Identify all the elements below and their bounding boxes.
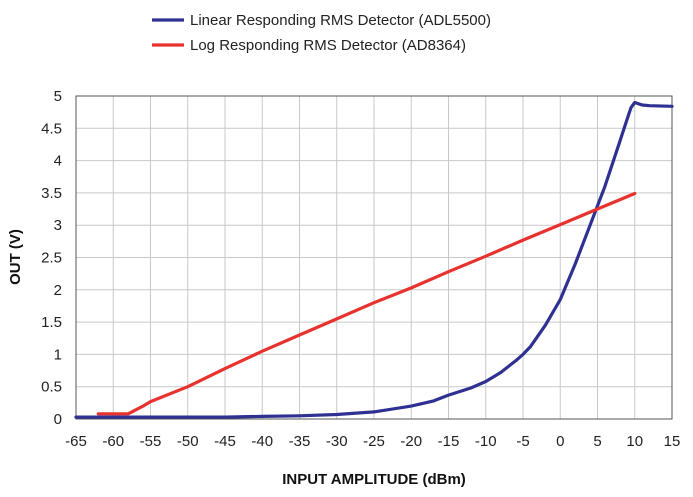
x-tick-label: -25 <box>363 433 385 450</box>
legend: Linear Responding RMS Detector (ADL5500)… <box>152 12 491 54</box>
x-tick-label: -5 <box>516 433 529 450</box>
x-tick-label: -30 <box>326 433 348 450</box>
series-line-adl5500 <box>74 100 674 419</box>
x-tick-label: 15 <box>664 433 681 450</box>
x-tick-label: -40 <box>251 433 273 450</box>
y-tick-label: 1.5 <box>41 314 62 331</box>
series-lines <box>74 100 674 419</box>
x-tick-label: -15 <box>438 433 460 450</box>
y-tick-label: 5 <box>54 88 62 105</box>
y-tick-label: 4.5 <box>41 120 62 137</box>
y-axis-title: OUT (V) <box>7 229 24 285</box>
y-tick-label: 4 <box>54 153 62 170</box>
y-tick-label: 0 <box>54 411 62 428</box>
x-tick-label: -60 <box>102 433 124 450</box>
gridlines <box>75 95 673 420</box>
y-tick-label: 0.5 <box>41 379 62 396</box>
y-tick-label: 1 <box>54 346 62 363</box>
y-tick-labels: 0 0.5 1 1.5 2 2.5 3 3.5 4 4.5 5 <box>41 88 62 428</box>
x-tick-label: -10 <box>475 433 497 450</box>
x-tick-label: -35 <box>289 433 311 450</box>
x-tick-label: 10 <box>626 433 643 450</box>
legend-label: Linear Responding RMS Detector (ADL5500) <box>190 12 491 29</box>
y-tick-label: 2 <box>54 282 62 299</box>
x-tick-label: -65 <box>65 433 87 450</box>
x-tick-labels: -65 -60 -55 -50 -45 -40 -35 -30 -25 -20 -15 -10 -5 0 5… <box>65 433 680 450</box>
x-tick-label: -50 <box>177 433 199 450</box>
x-axis-title: INPUT AMPLITUDE (dBm) <box>282 471 466 488</box>
x-tick-label: 5 <box>593 433 601 450</box>
series-line-ad8364 <box>96 191 637 416</box>
x-tick-label: 0 <box>556 433 564 450</box>
x-tick-label: -20 <box>400 433 422 450</box>
legend-label: Log Responding RMS Detector (AD8364) <box>190 37 466 54</box>
x-tick-label: -55 <box>140 433 162 450</box>
y-tick-label: 2.5 <box>41 250 62 267</box>
y-tick-label: 3.5 <box>41 185 62 202</box>
y-tick-label: 3 <box>54 217 62 234</box>
plot-frame <box>75 95 673 420</box>
x-tick-label: -45 <box>214 433 236 450</box>
